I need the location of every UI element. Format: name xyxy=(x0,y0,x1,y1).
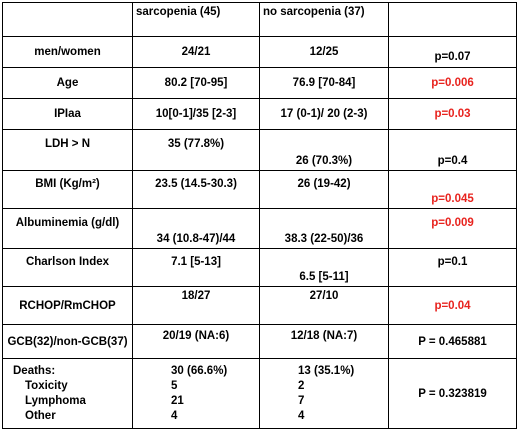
row-label: IPIaa xyxy=(2,98,133,130)
sarcopenia-value-text: 20/19 (NA:6) xyxy=(162,329,230,342)
table-row: LDH > N 35 (77.8%) 26 (70.3%) p=0.4 xyxy=(2,129,517,171)
p-value-significant: p=0.045 xyxy=(388,170,517,209)
table-row: GCB(32)/non-GCB(37) 20/19 (NA:6) 12/18 (… xyxy=(2,324,517,359)
p-value-significant: p=0.03 xyxy=(388,98,517,130)
header-empty-cell xyxy=(2,2,133,37)
row-label: BMI (Kg/m²) xyxy=(2,170,133,209)
no-sarcopenia-value: 27/10 xyxy=(259,286,389,325)
deaths-sarcopenia-total: 30 (66.6%) xyxy=(171,364,228,377)
p-value: p=0.1 xyxy=(388,248,517,287)
deaths-sarcopenia-values: 30 (66.6%) 5 21 4 xyxy=(132,358,260,429)
p-value: p=0.07 xyxy=(388,36,517,68)
deaths-labels: Deaths: Toxicity Lymphoma Other xyxy=(2,358,133,429)
sarcopenia-value: 80.2 [70-95] xyxy=(132,67,260,99)
row-label: GCB(32)/non-GCB(37) xyxy=(2,324,133,359)
no-sarcopenia-value: 6.5 [5-11] xyxy=(259,248,389,287)
deaths-label: Deaths: xyxy=(13,364,56,377)
deaths-no-sarcopenia-lymphoma: 7 xyxy=(298,394,305,407)
deaths-no-sarcopenia-toxicity: 2 xyxy=(298,379,305,392)
sarcopenia-value: 35 (77.8%) xyxy=(132,129,260,171)
p-value: P = 0.465881 xyxy=(388,324,517,359)
header-p-value xyxy=(388,2,517,37)
row-label-text: LDH > N xyxy=(44,138,91,150)
sarcopenia-value-text: 23.5 (14.5-30.3) xyxy=(155,177,237,190)
p-value-text: p=0.07 xyxy=(434,51,471,63)
table-row: BMI (Kg/m²) 23.5 (14.5-30.3) 26 (19-42) … xyxy=(2,170,517,209)
table-row: Albuminemia (g/dl) 34 (10.8-47)/44 38.3 … xyxy=(2,208,517,249)
table-row: Age 80.2 [70-95] 76.9 [70-84] p=0.006 xyxy=(2,67,517,99)
deaths-p-value: P = 0.323819 xyxy=(388,358,517,429)
no-sarcopenia-value: 26 (19-42) xyxy=(259,170,389,209)
sarcopenia-value: 18/27 xyxy=(132,286,260,325)
row-label: LDH > N xyxy=(2,129,133,171)
sarcopenia-value: 34 (10.8-47)/44 xyxy=(132,208,260,249)
sarcopenia-value-text: 35 (77.8%) xyxy=(167,138,225,150)
no-sarcopenia-value-text: 26 (19-42) xyxy=(297,177,351,190)
row-label: men/women xyxy=(2,36,133,68)
lymphoma-label: Lymphoma xyxy=(25,394,86,407)
deaths-sarcopenia-toxicity: 5 xyxy=(171,379,178,392)
p-value-text: p=0.1 xyxy=(437,255,468,268)
no-sarcopenia-value: 26 (70.3%) xyxy=(259,129,389,171)
no-sarcopenia-value: 12/18 (NA:7) xyxy=(259,324,389,359)
row-label: Albuminemia (g/dl) xyxy=(2,208,133,249)
no-sarcopenia-value-text: 12/18 (NA:7) xyxy=(290,329,358,342)
table-header-row: sarcopenia (45) no sarcopenia (37) xyxy=(2,2,517,37)
sarcopenia-value: 23.5 (14.5-30.3) xyxy=(132,170,260,209)
sarcopenia-value: 7.1 [5-13] xyxy=(132,248,260,287)
table-row: IPIaa 10[0-1]/35 [2-3] 17 (0-1)/ 20 (2-3… xyxy=(2,98,517,130)
sarcopenia-value: 20/19 (NA:6) xyxy=(132,324,260,359)
table-row: men/women 24/21 12/25 p=0.07 xyxy=(2,36,517,68)
sarcopenia-value: 24/21 xyxy=(132,36,260,68)
no-sarcopenia-value: 76.9 [70-84] xyxy=(259,67,389,99)
row-label: Age xyxy=(2,67,133,99)
table-row: Charlson Index 7.1 [5-13] 6.5 [5-11] p=0… xyxy=(2,248,517,287)
sarcopenia-value-text: 7.1 [5-13] xyxy=(171,255,221,268)
row-label: Charlson Index xyxy=(2,248,133,287)
deaths-no-sarcopenia-total: 13 (35.1%) xyxy=(298,364,355,377)
row-label: RCHOP/RmCHOP xyxy=(2,286,133,325)
p-value-text: p=0.009 xyxy=(431,216,474,229)
deaths-row: Deaths: Toxicity Lymphoma Other 30 (66.6… xyxy=(2,358,517,429)
row-label-text: BMI (Kg/m²) xyxy=(35,177,100,190)
no-sarcopenia-value: 17 (0-1)/ 20 (2-3) xyxy=(259,98,389,130)
deaths-no-sarcopenia-values: 13 (35.1%) 2 7 4 xyxy=(259,358,389,429)
p-value-significant: p=0.006 xyxy=(388,67,517,99)
no-sarcopenia-value: 12/25 xyxy=(259,36,389,68)
no-sarcopenia-value: 38.3 (22-50)/36 xyxy=(259,208,389,249)
p-value: p=0.4 xyxy=(388,129,517,171)
table-row: RCHOP/RmCHOP 18/27 27/10 p=0.04 xyxy=(2,286,517,325)
p-value-significant: p=0.04 xyxy=(388,286,517,325)
row-label-text: Albuminemia (g/dl) xyxy=(15,216,120,229)
sarcopenia-value: 10[0-1]/35 [2-3] xyxy=(132,98,260,130)
p-value-significant: p=0.009 xyxy=(388,208,517,249)
deaths-sarcopenia-lymphoma: 21 xyxy=(171,394,184,407)
header-sarcopenia: sarcopenia (45) xyxy=(132,2,260,37)
header-no-sarcopenia: no sarcopenia (37) xyxy=(259,2,389,37)
toxicity-label: Toxicity xyxy=(25,379,68,392)
row-label-text: Charlson Index xyxy=(25,255,110,268)
